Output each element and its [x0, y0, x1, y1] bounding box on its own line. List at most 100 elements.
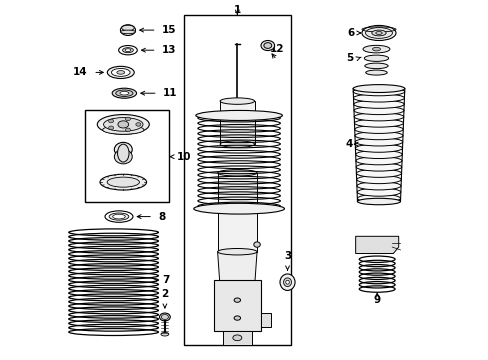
Ellipse shape [253, 242, 260, 247]
Ellipse shape [355, 163, 401, 171]
Ellipse shape [354, 125, 403, 134]
Ellipse shape [354, 138, 402, 146]
Ellipse shape [136, 123, 141, 126]
Ellipse shape [364, 63, 387, 69]
Ellipse shape [234, 298, 240, 302]
Ellipse shape [372, 47, 380, 51]
Polygon shape [260, 313, 271, 327]
Ellipse shape [125, 49, 131, 51]
Polygon shape [214, 280, 260, 330]
Polygon shape [355, 236, 398, 253]
Ellipse shape [108, 126, 113, 130]
Text: 2: 2 [161, 289, 168, 299]
Ellipse shape [122, 25, 134, 31]
Ellipse shape [285, 280, 289, 284]
Ellipse shape [122, 48, 133, 53]
Ellipse shape [362, 45, 389, 53]
Ellipse shape [119, 45, 137, 55]
Ellipse shape [161, 315, 168, 319]
Ellipse shape [355, 150, 402, 158]
Ellipse shape [356, 169, 401, 177]
Ellipse shape [353, 107, 403, 114]
Text: 15: 15 [162, 25, 176, 35]
Polygon shape [223, 330, 251, 345]
Ellipse shape [217, 170, 257, 176]
Ellipse shape [357, 194, 400, 202]
Ellipse shape [353, 100, 404, 108]
Ellipse shape [234, 316, 240, 320]
Ellipse shape [356, 188, 400, 196]
Ellipse shape [112, 214, 125, 219]
Ellipse shape [109, 213, 128, 220]
Ellipse shape [108, 119, 113, 123]
Ellipse shape [355, 157, 401, 165]
Ellipse shape [355, 144, 402, 152]
Ellipse shape [375, 32, 382, 35]
Ellipse shape [120, 25, 135, 36]
Ellipse shape [352, 85, 404, 93]
Ellipse shape [97, 114, 149, 134]
Text: 3: 3 [284, 251, 290, 261]
Ellipse shape [111, 68, 130, 76]
Text: 13: 13 [162, 45, 176, 55]
Ellipse shape [125, 128, 130, 132]
Text: 8: 8 [158, 212, 165, 221]
Ellipse shape [356, 182, 400, 190]
Text: 1: 1 [233, 5, 241, 15]
Ellipse shape [356, 175, 401, 184]
Ellipse shape [283, 278, 291, 287]
Ellipse shape [118, 121, 128, 128]
Ellipse shape [354, 131, 402, 140]
Ellipse shape [107, 66, 134, 78]
Text: 9: 9 [373, 295, 380, 305]
Ellipse shape [280, 274, 294, 291]
Ellipse shape [365, 28, 392, 39]
Ellipse shape [217, 248, 257, 255]
Ellipse shape [353, 94, 404, 102]
Bar [183, 15, 290, 345]
Text: 11: 11 [163, 88, 177, 98]
Ellipse shape [361, 26, 395, 41]
Ellipse shape [112, 88, 136, 98]
Ellipse shape [120, 30, 135, 34]
Ellipse shape [220, 98, 254, 104]
Ellipse shape [357, 198, 400, 205]
Bar [85, 110, 169, 202]
Ellipse shape [125, 117, 130, 121]
Text: 14: 14 [73, 67, 88, 77]
Text: 12: 12 [269, 45, 284, 54]
Ellipse shape [114, 149, 132, 164]
Ellipse shape [193, 203, 284, 214]
Ellipse shape [116, 90, 133, 96]
Text: 4: 4 [345, 139, 352, 149]
Text: 5: 5 [345, 53, 352, 63]
Ellipse shape [120, 91, 128, 95]
Ellipse shape [117, 71, 124, 74]
Ellipse shape [103, 118, 142, 131]
Ellipse shape [117, 144, 129, 162]
Ellipse shape [159, 313, 170, 321]
Text: 10: 10 [176, 152, 190, 162]
Ellipse shape [105, 211, 133, 222]
Polygon shape [217, 252, 257, 288]
Ellipse shape [365, 70, 386, 75]
Ellipse shape [195, 111, 282, 121]
Ellipse shape [232, 335, 241, 341]
Ellipse shape [264, 42, 271, 48]
Ellipse shape [261, 41, 274, 50]
Ellipse shape [102, 125, 143, 134]
Text: 7: 7 [162, 275, 169, 285]
Ellipse shape [354, 119, 403, 127]
Ellipse shape [100, 174, 146, 190]
Polygon shape [220, 101, 254, 144]
Ellipse shape [371, 30, 386, 36]
Ellipse shape [352, 87, 404, 96]
Ellipse shape [161, 332, 168, 336]
Ellipse shape [107, 177, 139, 187]
Ellipse shape [114, 142, 132, 157]
Text: 6: 6 [346, 28, 354, 38]
Ellipse shape [220, 141, 254, 147]
Ellipse shape [353, 113, 403, 121]
Ellipse shape [364, 55, 388, 62]
Polygon shape [217, 173, 257, 252]
